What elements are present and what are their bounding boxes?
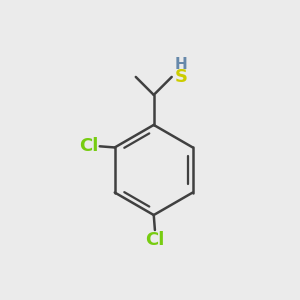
Text: H: H xyxy=(175,57,187,72)
Text: Cl: Cl xyxy=(145,231,165,249)
Text: Cl: Cl xyxy=(79,137,99,155)
Text: S: S xyxy=(175,68,188,86)
